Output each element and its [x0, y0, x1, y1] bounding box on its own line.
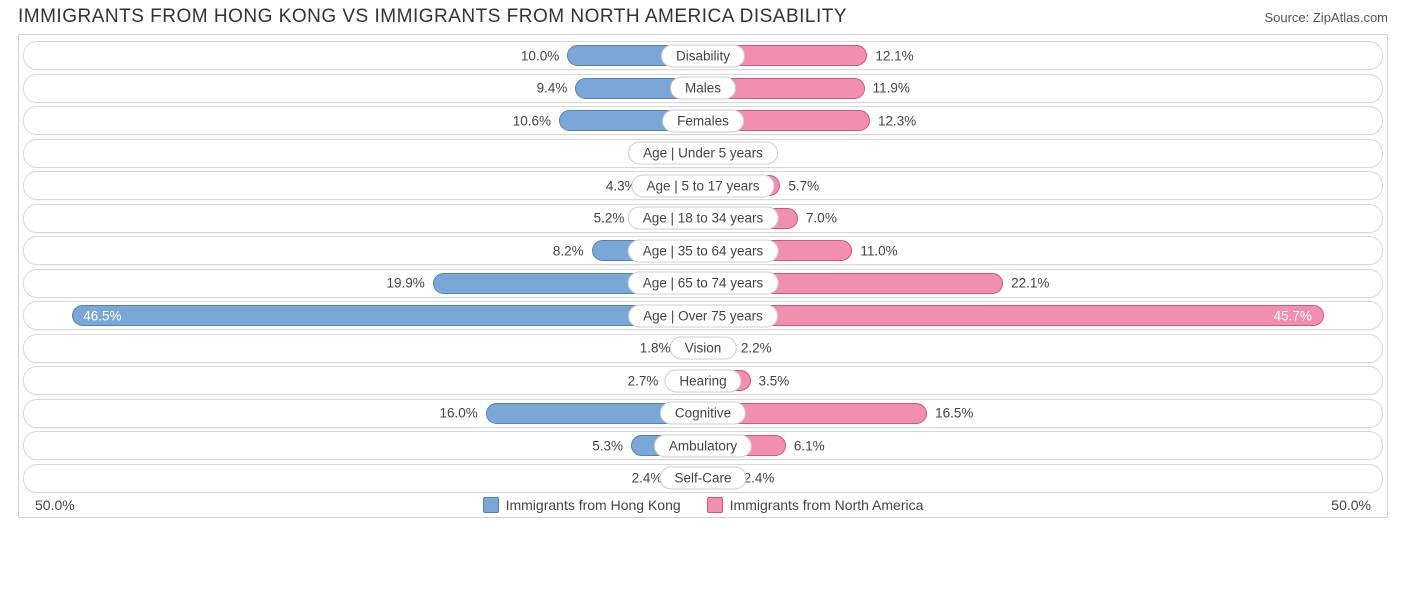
bar-row: 10.6% 12.3% Females	[23, 106, 1383, 135]
value-label-left: 5.3%	[592, 438, 623, 453]
legend-item-right: Immigrants from North America	[707, 497, 924, 513]
legend-label-right: Immigrants from North America	[730, 497, 924, 513]
value-label-right: 22.1%	[1011, 276, 1049, 291]
legend: Immigrants from Hong Kong Immigrants fro…	[75, 497, 1332, 513]
category-pill: Vision	[670, 337, 737, 360]
bar-row: 1.8% 2.2% Vision	[23, 334, 1383, 363]
value-label-right: 2.4%	[744, 471, 775, 486]
category-pill: Hearing	[664, 369, 741, 392]
bar-row: 46.5% 45.7% Age | Over 75 years	[23, 301, 1383, 330]
bar-row: 5.3% 6.1% Ambulatory	[23, 431, 1383, 460]
value-label-left: 19.9%	[386, 276, 424, 291]
bar-right	[703, 305, 1324, 326]
value-label-right: 16.5%	[935, 406, 973, 421]
bar-row: 2.7% 3.5% Hearing	[23, 366, 1383, 395]
bar-row: 0.95%1.4%Age | Under 5 years	[23, 139, 1383, 168]
category-pill: Males	[670, 77, 736, 100]
value-label-right: 2.2%	[741, 341, 772, 356]
bar-row: 8.2% 11.0% Age | 35 to 64 years	[23, 236, 1383, 265]
value-label-right: 6.1%	[794, 438, 825, 453]
legend-swatch-left	[483, 497, 499, 513]
category-pill: Age | 5 to 17 years	[631, 174, 774, 197]
value-label-left: 5.2%	[594, 211, 625, 226]
category-pill: Age | Under 5 years	[628, 142, 778, 165]
value-label-right: 3.5%	[759, 373, 790, 388]
category-pill: Disability	[661, 44, 745, 67]
legend-item-left: Immigrants from Hong Kong	[483, 497, 681, 513]
legend-label-left: Immigrants from Hong Kong	[506, 497, 681, 513]
chart-frame: 10.0%12.1%Disability9.4%11.9%Males10.6%1…	[18, 34, 1388, 518]
category-pill: Self-Care	[659, 467, 746, 490]
axis-max-right: 50.0%	[1331, 497, 1379, 513]
bar-row: 19.9% 22.1% Age | 65 to 74 years	[23, 269, 1383, 298]
category-pill: Age | 18 to 34 years	[628, 207, 779, 230]
value-label-right: 45.7%	[1274, 308, 1312, 323]
source-attribution: Source: ZipAtlas.com	[1264, 10, 1388, 25]
legend-swatch-right	[707, 497, 723, 513]
bar-row: 5.2% 7.0% Age | 18 to 34 years	[23, 204, 1383, 233]
bar-row: 4.3%5.7%Age | 5 to 17 years	[23, 171, 1383, 200]
category-pill: Age | 65 to 74 years	[628, 272, 779, 295]
category-pill: Cognitive	[660, 402, 746, 425]
bar-left	[72, 305, 703, 326]
category-pill: Age | Over 75 years	[628, 304, 778, 327]
value-label-left: 2.7%	[628, 373, 659, 388]
value-label-right: 5.7%	[788, 178, 819, 193]
category-pill: Age | 35 to 64 years	[628, 239, 779, 262]
bar-row: 16.0% 16.5% Cognitive	[23, 399, 1383, 428]
category-pill: Females	[662, 109, 744, 132]
value-label-right: 7.0%	[806, 211, 837, 226]
value-label-left: 16.0%	[439, 406, 477, 421]
value-label-left: 46.5%	[83, 308, 121, 323]
bar-row: 9.4% 11.9% Males	[23, 74, 1383, 103]
value-label-left: 10.6%	[513, 113, 551, 128]
value-label-right: 11.9%	[873, 81, 910, 96]
chart-footer: 50.0% Immigrants from Hong Kong Immigran…	[23, 493, 1383, 513]
value-label-right: 12.3%	[878, 113, 916, 128]
value-label-left: 9.4%	[537, 81, 568, 96]
value-label-right: 11.0%	[860, 243, 897, 258]
axis-max-left: 50.0%	[27, 497, 75, 513]
value-label-left: 10.0%	[521, 48, 559, 63]
value-label-left: 2.4%	[632, 471, 663, 486]
bar-rows-container: 10.0%12.1%Disability9.4%11.9%Males10.6%1…	[23, 41, 1383, 493]
bar-row: 2.4% 2.4%Self-Care	[23, 464, 1383, 493]
category-pill: Ambulatory	[654, 434, 752, 457]
bar-row: 10.0% 12.1% Disability	[23, 41, 1383, 70]
chart-title: IMMIGRANTS FROM HONG KONG VS IMMIGRANTS …	[18, 6, 847, 28]
value-label-left: 8.2%	[553, 243, 584, 258]
value-label-right: 12.1%	[875, 48, 913, 63]
value-label-left: 1.8%	[640, 341, 671, 356]
